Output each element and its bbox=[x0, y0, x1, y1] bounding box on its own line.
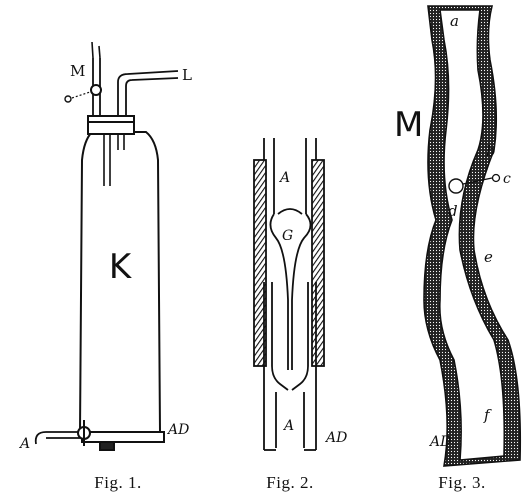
fig2-wall-right bbox=[311, 159, 325, 367]
fig3-monogram: AD bbox=[428, 434, 451, 450]
fig2-monogram: AD bbox=[324, 430, 347, 446]
fig3-label-b: b bbox=[486, 142, 496, 160]
fig1-stopcock-m bbox=[90, 84, 102, 96]
fig2-label-a-top: A bbox=[278, 170, 290, 186]
fig1-stopper bbox=[87, 115, 135, 135]
fig2-wall-left bbox=[253, 159, 267, 367]
fig3-label-m: M bbox=[394, 105, 423, 145]
fig1-base bbox=[81, 431, 165, 443]
fig1-label-m: M bbox=[70, 62, 85, 80]
fig2-label-g: G bbox=[282, 228, 293, 244]
fig3-label-a: a bbox=[450, 12, 459, 30]
fig1-caption: Fig. 1. bbox=[94, 473, 141, 492]
fig3-tube bbox=[423, 5, 522, 467]
fig3-lumen bbox=[438, 9, 506, 461]
fig3-label-d: d bbox=[448, 202, 458, 220]
fig2-label-a-bottom: A bbox=[282, 418, 294, 434]
fig1-label-a: A bbox=[18, 436, 30, 452]
fig3-label-e: e bbox=[484, 248, 493, 266]
fig1-monogram: AD bbox=[166, 422, 189, 438]
fig2-apparatus bbox=[253, 138, 325, 451]
fig2-bulb-g bbox=[269, 213, 312, 370]
fig2-caption: Fig. 2. bbox=[266, 473, 313, 492]
fig1-label-l: L bbox=[182, 66, 192, 84]
fig1-apparatus bbox=[34, 41, 179, 451]
fig3-caption: Fig. 3. bbox=[438, 473, 485, 492]
fig3-label-c: c bbox=[503, 171, 511, 187]
fig3-label-f: f bbox=[483, 406, 492, 424]
fig1-label-k: K bbox=[109, 247, 133, 287]
fig3-opening-d bbox=[448, 178, 464, 194]
